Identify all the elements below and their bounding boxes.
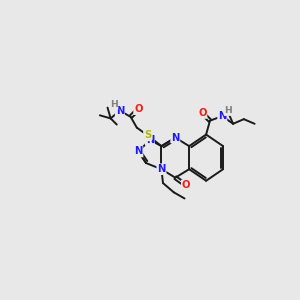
Text: N: N [116, 106, 124, 116]
Text: N: N [157, 164, 166, 174]
Text: N: N [171, 133, 179, 142]
Text: O: O [182, 180, 190, 190]
Text: N: N [146, 135, 154, 145]
Text: N: N [134, 146, 142, 157]
Text: O: O [134, 104, 142, 114]
Text: H: H [225, 106, 232, 115]
Text: H: H [110, 100, 118, 109]
Text: S: S [144, 130, 151, 140]
Text: N: N [218, 111, 226, 121]
Text: O: O [198, 108, 206, 118]
